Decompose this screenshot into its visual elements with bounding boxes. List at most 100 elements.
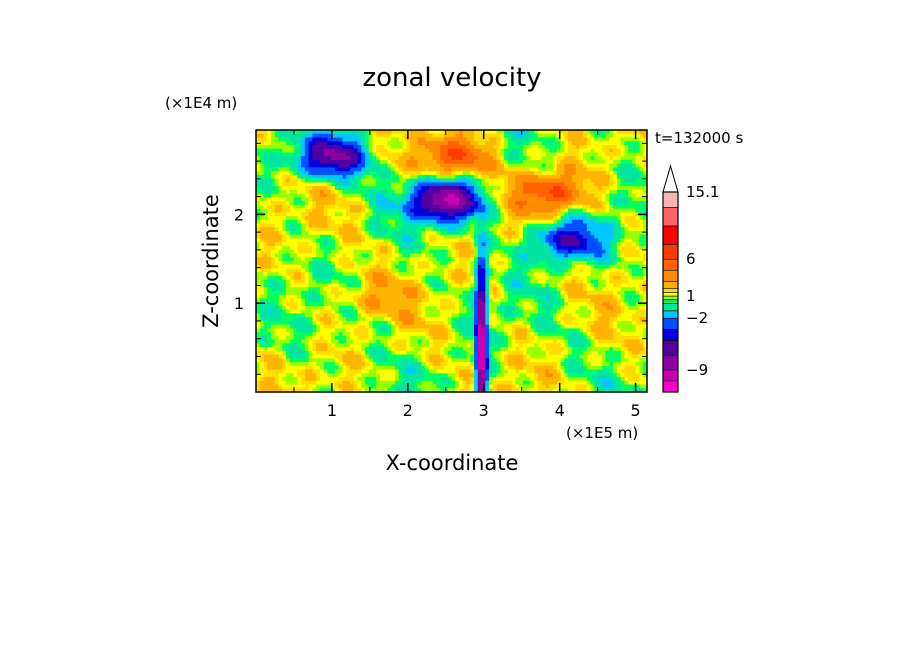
contour-cell — [361, 354, 366, 359]
contour-cell — [391, 328, 396, 333]
contour-cell — [293, 309, 298, 314]
contour-cell — [301, 309, 306, 314]
contour-cell — [492, 290, 498, 296]
contour-cell — [398, 347, 404, 352]
contour-cell — [274, 212, 280, 217]
contour-cell — [342, 384, 347, 389]
contour-cell — [451, 388, 456, 392]
contour-cell — [256, 377, 261, 382]
contour-cell — [500, 373, 505, 378]
contour-cell — [485, 354, 490, 359]
contour-cell — [492, 358, 498, 363]
contour-cell — [308, 231, 313, 236]
contour-cell — [417, 283, 423, 288]
contour-cell — [398, 253, 404, 258]
contour-cell — [361, 261, 366, 266]
contour-cell — [395, 313, 400, 318]
contour-cell — [342, 298, 347, 303]
contour-cell — [507, 178, 513, 183]
contour-cell — [312, 317, 317, 322]
contour-cell — [383, 223, 389, 228]
contour-cell — [519, 365, 524, 371]
contour-cell — [504, 257, 509, 262]
contour-cell — [259, 137, 265, 142]
contour-cell — [353, 350, 359, 356]
contour-cell — [353, 309, 359, 314]
contour-cell — [267, 264, 272, 270]
contour-cell — [316, 249, 321, 255]
contour-cell — [406, 219, 411, 225]
contour-cell — [256, 335, 261, 341]
contour-cell — [515, 294, 520, 300]
contour-cell — [334, 189, 340, 195]
contour-cell — [466, 178, 471, 183]
contour-cell — [455, 290, 460, 296]
contour-cell — [511, 261, 517, 266]
contour-cell — [462, 186, 468, 191]
contour-cell — [308, 290, 313, 296]
contour-cell — [331, 227, 336, 232]
contour-cell — [436, 373, 441, 378]
contour-cell — [368, 231, 374, 236]
contour-cell — [515, 275, 520, 281]
contour-cell — [402, 163, 407, 169]
contour-cell — [267, 171, 272, 176]
contour-cell — [256, 350, 261, 356]
contour-cell — [391, 287, 396, 292]
contour-cell — [286, 182, 291, 187]
contour-cell — [459, 186, 464, 191]
contour-cell — [459, 287, 464, 292]
contour-cell — [410, 324, 415, 329]
contour-cell — [289, 144, 295, 150]
contour-cell — [380, 204, 385, 210]
contour-cell — [301, 388, 306, 392]
contour-cell — [304, 231, 310, 236]
contour-cell — [470, 193, 475, 198]
contour-cell — [383, 388, 389, 392]
contour-cell — [511, 238, 517, 243]
contour-cell — [496, 377, 501, 382]
contour-cell — [334, 182, 340, 187]
contour-cell — [489, 238, 494, 243]
contour-cell — [342, 287, 347, 292]
contour-cell — [256, 201, 261, 206]
contour-cell — [398, 261, 404, 266]
contour-cell — [312, 182, 317, 187]
contour-cell — [286, 186, 291, 191]
contour-cell — [289, 384, 295, 389]
contour-cell — [327, 201, 332, 206]
contour-cell — [466, 350, 471, 356]
contour-cell — [402, 212, 407, 217]
contour-cell — [421, 249, 426, 255]
contour-cell — [466, 216, 471, 221]
contour-cell — [346, 208, 351, 213]
contour-cell — [466, 182, 471, 187]
contour-cell — [451, 279, 456, 285]
contour-cell — [421, 159, 426, 165]
contour-cell — [413, 388, 419, 392]
contour-cell — [263, 384, 268, 389]
contour-cell — [274, 283, 280, 288]
contour-cell — [338, 133, 344, 139]
contour-cell — [376, 369, 381, 374]
contour-cell — [428, 335, 434, 341]
contour-cell — [500, 362, 505, 367]
contour-cell — [327, 384, 332, 389]
contour-cell — [365, 343, 370, 348]
contour-cell — [395, 189, 400, 195]
contour-cell — [383, 339, 389, 344]
contour-cell — [286, 324, 291, 329]
contour-cell — [470, 133, 475, 139]
contour-cell — [286, 313, 291, 318]
contour-cell — [278, 298, 283, 303]
contour-cell — [323, 242, 329, 247]
contour-cell — [380, 290, 385, 296]
contour-cell — [316, 216, 321, 221]
contour-cell — [271, 279, 276, 285]
contour-cell — [259, 171, 265, 176]
contour-cell — [421, 362, 426, 367]
contour-cell — [432, 159, 438, 165]
contour-cell — [489, 227, 494, 232]
contour-cell — [263, 144, 268, 150]
contour-cell — [372, 320, 377, 326]
